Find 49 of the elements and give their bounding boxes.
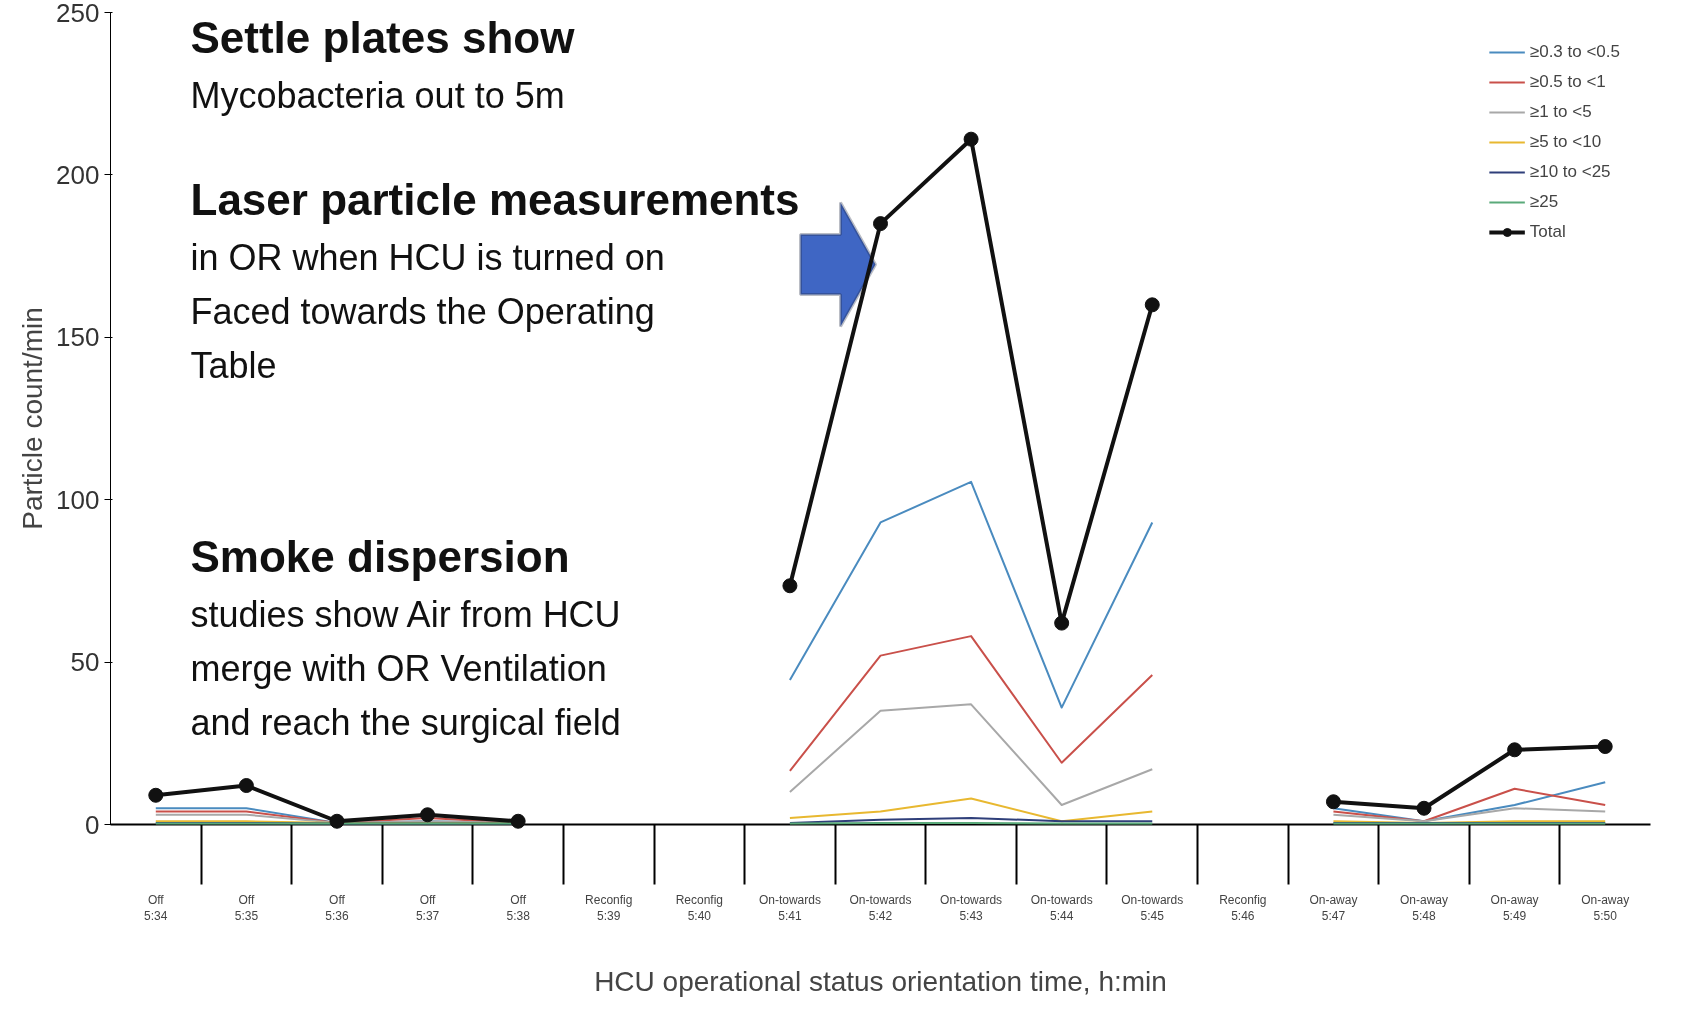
x-tick-label: Off 5:37 (415, 892, 440, 924)
x-tick-label: Off 5:34 (144, 892, 168, 924)
x-tick-label: On-away 5:49 (1490, 892, 1539, 924)
y-tick-label: 200 (56, 159, 100, 190)
point (1144, 297, 1160, 313)
x-tick-label: Reconfig 5:40 (675, 892, 724, 924)
point (1416, 800, 1432, 816)
point (1597, 739, 1613, 755)
x-tick-label: On-away 5:48 (1400, 892, 1449, 924)
y-tick-label: 150 (56, 322, 100, 353)
annotation: Settle plates show Mycobacteria out to 5m (190, 12, 576, 116)
x-tick-label: On-towards 5:41 (758, 892, 821, 924)
point (329, 813, 345, 829)
x-tick-label: On-towards 5:45 (1121, 892, 1184, 924)
y-tick-label: 50 (70, 647, 100, 678)
point (148, 787, 164, 803)
legend-label: Total (1529, 222, 1566, 242)
point (1054, 615, 1070, 631)
legend-label: ≥5 to <10 (1529, 132, 1602, 152)
legend-label: ≥0.5 to <1 (1529, 72, 1606, 92)
point (510, 813, 526, 829)
x-tick-label: Off 5:35 (234, 892, 259, 924)
annotation: Smoke dispersion studies show Air from HCU merge with OR Ventilation and reach the surgical field (190, 532, 621, 744)
y-tick-label: 250 (56, 0, 100, 28)
x-tick-label: On-away 5:50 (1581, 892, 1630, 924)
annotation: Laser particle measurements in OR when HCU is turned on Faced towards the Operating Table (190, 174, 800, 386)
x-tick-label: On-towards 5:42 (849, 892, 912, 924)
point (420, 807, 436, 823)
legend-label: ≥10 to <25 (1529, 162, 1611, 182)
x-tick-label: Off 5:36 (325, 892, 349, 924)
y-tick-label: 0 (85, 809, 100, 840)
point (238, 778, 254, 794)
point (1507, 742, 1523, 758)
point (1325, 794, 1341, 810)
point (782, 578, 798, 594)
x-tick-label: Reconfig 5:39 (585, 892, 633, 924)
legend-label: ≥0.3 to <0.5 (1529, 42, 1620, 62)
x-axis-title: HCU operational status orientation time, h:min (594, 966, 1167, 998)
x-tick-label: Off 5:38 (506, 892, 531, 924)
point (963, 131, 979, 147)
point (873, 216, 888, 232)
x-tick-label: Reconfig 5:46 (1219, 892, 1267, 924)
y-tick-label: 100 (56, 484, 100, 515)
x-tick-label: On-towards 5:43 (940, 892, 1003, 924)
legend-label: ≥25 (1529, 192, 1559, 212)
x-tick-label: On-away 5:47 (1309, 892, 1358, 924)
y-axis-title: Particle count/min (17, 307, 49, 530)
x-tick-label: On-towards 5:44 (1030, 892, 1093, 924)
legend-label: ≥1 to <5 (1529, 102, 1592, 122)
